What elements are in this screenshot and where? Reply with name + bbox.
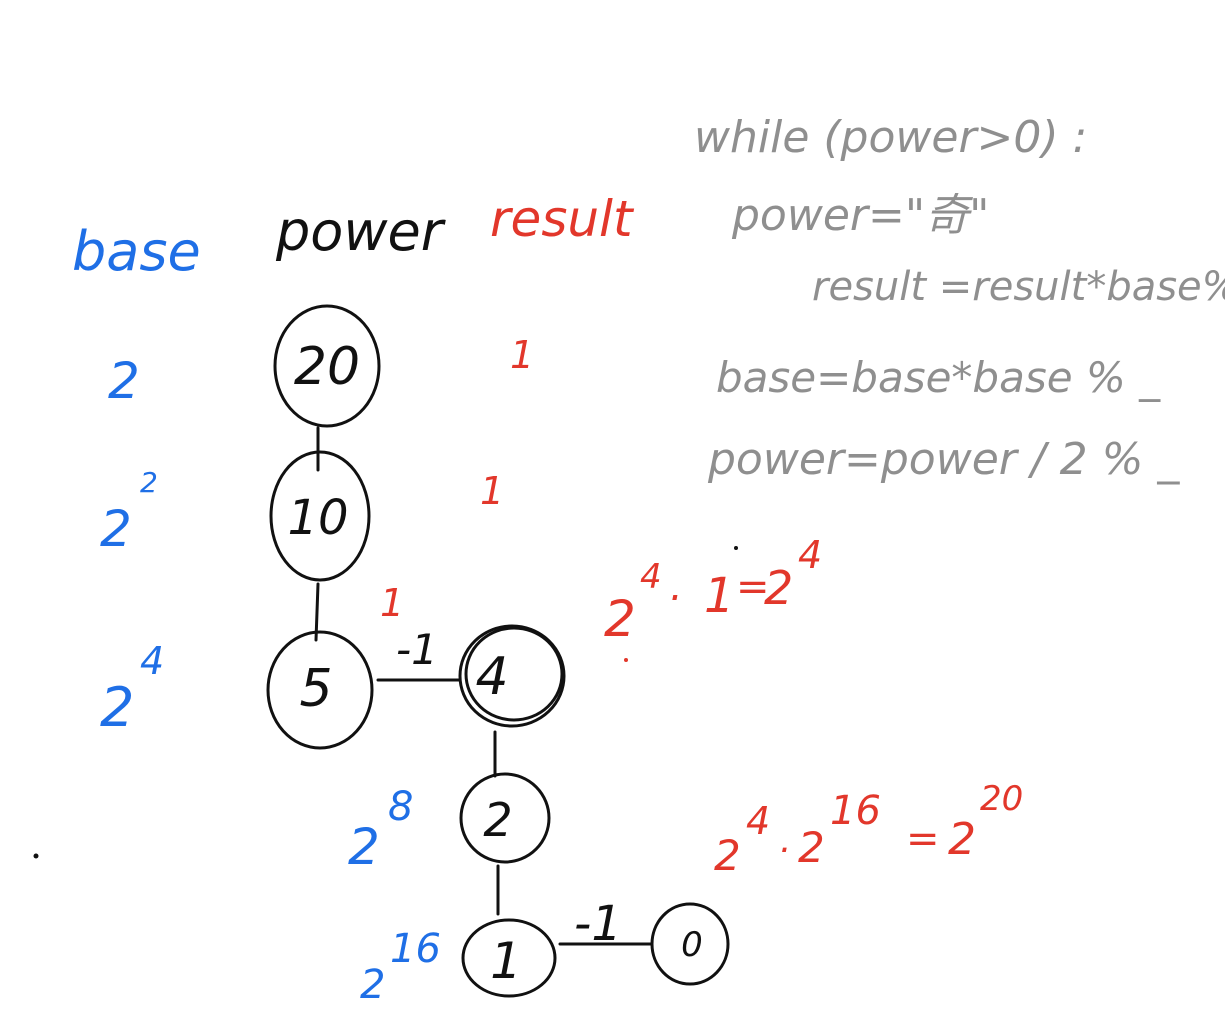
edge-label-1-0: -1 [574, 896, 622, 952]
base-value: 2 [100, 676, 134, 739]
base-value-row-1: 2 2 [100, 466, 158, 558]
base-value: 2 [360, 962, 385, 1008]
node-circle-overdraw [464, 626, 564, 722]
node-circle [269, 450, 371, 582]
base-value-row-0: 2 [108, 352, 140, 410]
pseudocode: while (power>0) : power="奇" result =resu… [694, 112, 1225, 485]
stray-dot [624, 658, 628, 662]
eq2-result-exp: 20 [980, 779, 1023, 819]
code-line-4: base=base*base % _ [716, 353, 1161, 402]
base-exponent: 16 [390, 926, 441, 972]
code-line-5: power=power / 2 % _ [707, 434, 1180, 485]
base-exponent: 4 [140, 639, 164, 683]
result-value-1: 1 [480, 469, 504, 513]
node-label: 1 [490, 932, 522, 990]
result-value-0: 1 [510, 333, 534, 377]
equation-2: 2 4 . 2 16 = 2 20 [714, 779, 1023, 880]
power-node-10: 10 [269, 450, 371, 582]
node-label: 0 [681, 925, 703, 965]
power-node-2: 2 [459, 772, 551, 864]
eq2-base: 2 [714, 831, 741, 880]
power-node-20: 20 [273, 304, 381, 428]
code-line-2: power="奇" [731, 190, 989, 241]
node-circle [458, 624, 566, 728]
eq2-b-base: 2 [798, 823, 825, 872]
base-exponent: 8 [388, 784, 413, 830]
code-line-3: result =result*base% [812, 264, 1225, 310]
base-value: 2 [100, 500, 132, 558]
node-circle [273, 304, 381, 428]
eq1-result-exp: 4 [798, 533, 822, 577]
code-line-1: while (power>0) : [694, 112, 1087, 163]
power-node-1: 1 [461, 918, 557, 998]
node-circle [459, 772, 551, 864]
eq1-multiplier: 1 [704, 568, 735, 624]
eq2-equals: = [906, 816, 940, 862]
header-result: result [490, 190, 635, 248]
node-label: 20 [294, 337, 360, 397]
power-node-4: 4 [458, 624, 566, 728]
node-label: 10 [287, 490, 348, 546]
node-circle [461, 918, 557, 998]
header-power: power [275, 200, 446, 263]
node-label: 4 [475, 647, 508, 707]
node-label: 2 [483, 793, 512, 847]
eq1-exp: 4 [640, 557, 662, 597]
eq1-dot: . [670, 564, 683, 610]
base-value-row-4: 2 16 [360, 926, 441, 1008]
power-node-5: 5 [266, 630, 374, 750]
power-node-0: 0 [650, 902, 730, 986]
eq2-exp: 4 [746, 799, 770, 843]
equation-1: 2 4 . 1 = 2 4 [604, 533, 822, 648]
edge-label-5-4: -1 [396, 625, 438, 674]
eq1-result-base: 2 [764, 561, 793, 615]
stray-dot [734, 546, 738, 550]
eq1-base: 2 [604, 590, 636, 648]
result-value-2: 1 [380, 581, 404, 625]
eq2-result-base: 2 [948, 814, 976, 865]
node-circle [650, 902, 730, 986]
header-base: base [72, 220, 201, 283]
base-value-row-2: 2 4 [100, 639, 164, 739]
node-circle [266, 630, 374, 750]
stray-dot [33, 853, 39, 859]
base-exponent: 2 [140, 466, 158, 499]
eq2-dot: . [780, 820, 791, 861]
base-value: 2 [348, 818, 380, 876]
eq1-equals: = [736, 564, 770, 610]
base-value-row-3: 2 8 [348, 784, 413, 876]
base-value: 2 [108, 352, 140, 410]
node-label: 5 [299, 659, 332, 719]
eq2-b-exp: 16 [830, 788, 881, 834]
